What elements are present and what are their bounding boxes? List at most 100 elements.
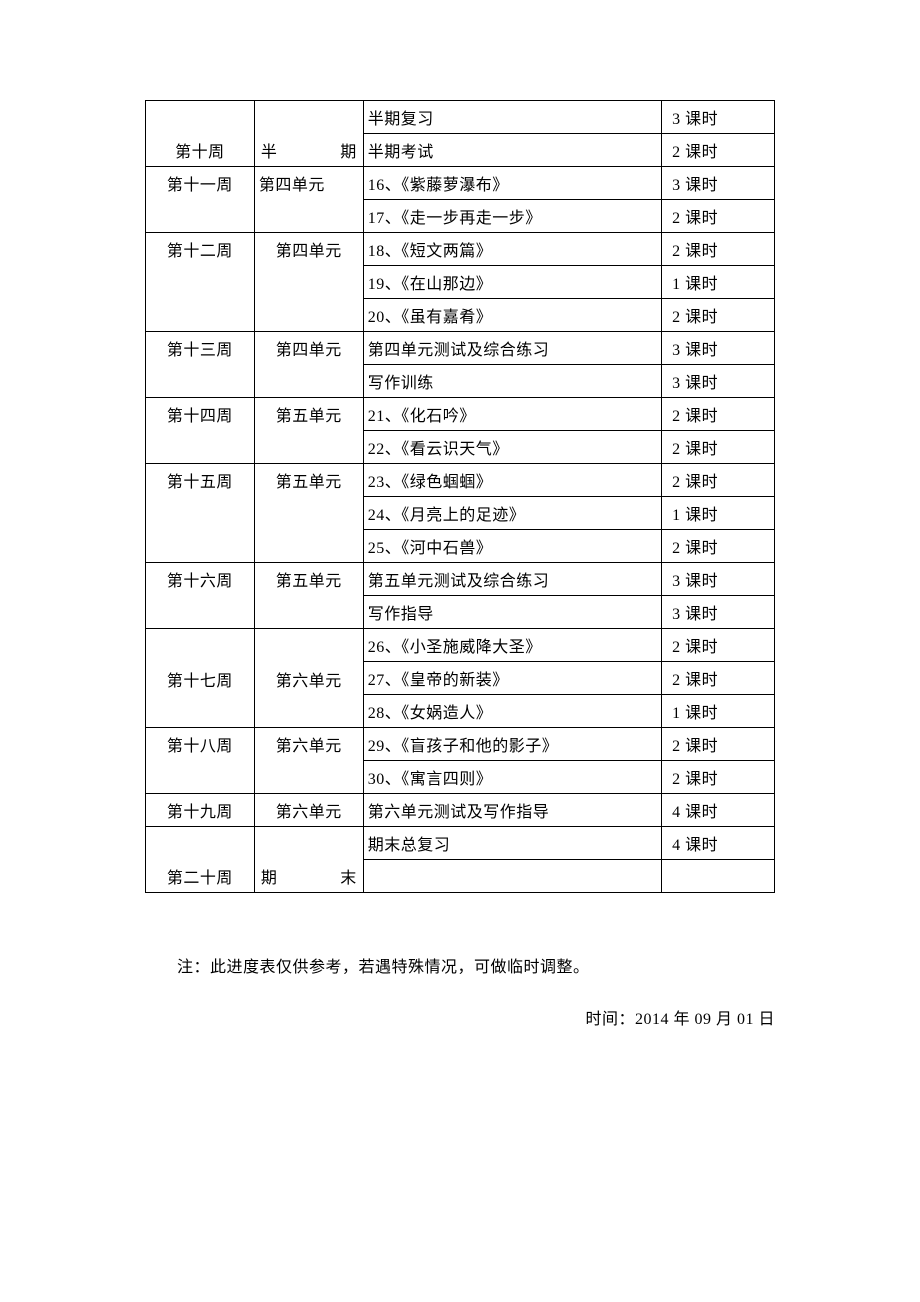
- week-cell: 第十三周: [146, 332, 255, 398]
- content-cell: 半期考试: [363, 134, 661, 167]
- week-cell: 第十周: [146, 134, 255, 167]
- hours-text: 2 课时: [672, 672, 718, 689]
- hours-cell: 2 课时: [662, 200, 775, 233]
- table-row: 第二十周 期 末: [146, 860, 775, 893]
- table-row: 第十九周第六单元第六单元测试及写作指导 4 课时: [146, 794, 775, 827]
- hours-text: 1 课时: [672, 276, 718, 293]
- week-text: 第十六周: [167, 573, 233, 590]
- week-cell: 第十九周: [146, 794, 255, 827]
- hours-text: 3 课时: [672, 606, 718, 623]
- unit-text: 第五单元: [276, 474, 342, 491]
- content-cell: 期末总复习: [363, 827, 661, 860]
- week-cell: 第十五周: [146, 464, 255, 563]
- hours-text: 3 课时: [672, 342, 718, 359]
- hours-cell: 2 课时: [662, 134, 775, 167]
- content-text: 19、《在山那边》: [368, 276, 493, 293]
- unit-cell: 第六单元: [254, 728, 363, 794]
- content-cell: 写作指导: [363, 596, 661, 629]
- content-text: 24、《月亮上的足迹》: [368, 507, 526, 524]
- hours-text: 2 课时: [672, 210, 718, 227]
- hours-cell: 3 课时: [662, 332, 775, 365]
- table-row: 第十一周第四单元16、《紫藤萝瀑布》3 课时: [146, 167, 775, 200]
- hours-cell: 3 课时: [662, 596, 775, 629]
- content-cell: 30、《寓言四则》: [363, 761, 661, 794]
- content-text: 写作训练: [368, 375, 434, 392]
- week-text: 第十三周: [167, 342, 233, 359]
- table-row: 第十二周第四单元18、《短文两篇》2 课时: [146, 233, 775, 266]
- unit-text: 第四单元: [276, 243, 342, 260]
- table-row: 第十三周第四单元第四单元测试及综合练习3 课时: [146, 332, 775, 365]
- hours-text: 2 课时: [672, 540, 718, 557]
- unit-cell: 半 期: [254, 134, 363, 167]
- content-cell: 23、《绿色蝈蝈》: [363, 464, 661, 497]
- hours-cell: 2 课时: [662, 662, 775, 695]
- week-cell: [146, 695, 255, 728]
- unit-cell: 第四单元: [254, 332, 363, 398]
- table-row: 第十四周 第五单元 21、《化石吟》 2 课时: [146, 398, 775, 431]
- unit-cell: [254, 827, 363, 860]
- hours-cell: 2 课时: [662, 728, 775, 761]
- hours-text: 2 课时: [672, 738, 718, 755]
- content-cell: 19、《在山那边》: [363, 266, 661, 299]
- unit-cell: 第六单元: [254, 662, 363, 695]
- content-text: 写作指导: [368, 606, 434, 623]
- hours-cell: 3 课时: [662, 101, 775, 134]
- content-text: 30、《寓言四则》: [368, 771, 493, 788]
- hours-cell: 2 课时: [662, 233, 775, 266]
- content-cell: 16、《紫藤萝瀑布》: [363, 167, 661, 200]
- content-cell: 22、《看云识天气》: [363, 431, 661, 464]
- unit-text: 期 末: [261, 870, 357, 887]
- hours-cell: [662, 860, 775, 893]
- table-row: 第十七周第六单元27、《皇帝的新装》2 课时: [146, 662, 775, 695]
- week-text: 第十八周: [167, 738, 233, 755]
- content-text: 第五单元测试及综合练习: [368, 573, 550, 590]
- footnote: 注：此进度表仅供参考，若遇特殊情况，可做临时调整。: [145, 953, 775, 977]
- unit-cell: 第五单元: [254, 464, 363, 563]
- week-text: 第二十周: [167, 870, 233, 887]
- content-text: 25、《河中石兽》: [368, 540, 493, 557]
- hours-text: 1 课时: [672, 507, 718, 524]
- week-cell: [146, 629, 255, 662]
- content-cell: 第六单元测试及写作指导: [363, 794, 661, 827]
- hours-text: 1 课时: [672, 705, 718, 722]
- hours-cell: 3 课时: [662, 365, 775, 398]
- hours-cell: 4 课时: [662, 827, 775, 860]
- hours-cell: 1 课时: [662, 497, 775, 530]
- hours-text: 3 课时: [672, 177, 718, 194]
- unit-text: 第五单元: [276, 408, 342, 425]
- week-text: 第十一周: [167, 177, 233, 194]
- unit-cell: 第六单元: [254, 794, 363, 827]
- hours-text: 2 课时: [672, 144, 718, 161]
- table-row: 第十八周 第六单元 29、《盲孩子和他的影子》 2 课时: [146, 728, 775, 761]
- content-text: 17、《走一步再走一步》: [368, 210, 542, 227]
- week-cell: 第二十周: [146, 860, 255, 893]
- unit-text: 第六单元: [276, 738, 342, 755]
- hours-cell: 1 课时: [662, 695, 775, 728]
- week-cell: [146, 101, 255, 134]
- hours-text: 3 课时: [672, 573, 718, 590]
- hours-text: 4 课时: [672, 804, 718, 821]
- content-cell: 25、《河中石兽》: [363, 530, 661, 563]
- content-text: 26、《小圣施威降大圣》: [368, 639, 542, 656]
- content-cell: 21、《化石吟》: [363, 398, 661, 431]
- content-cell: 29、《盲孩子和他的影子》: [363, 728, 661, 761]
- unit-cell: [254, 695, 363, 728]
- table-row: 期末总复习4 课时: [146, 827, 775, 860]
- hours-text: 2 课时: [672, 243, 718, 260]
- table-body: 半期复习3 课时第十周半 期半期考试2 课时第十一周第四单元16、《紫藤萝瀑布》…: [146, 101, 775, 893]
- hours-text: 2 课时: [672, 408, 718, 425]
- unit-text: 第五单元: [276, 573, 342, 590]
- hours-cell: 2 课时: [662, 299, 775, 332]
- week-text: 第十二周: [167, 243, 233, 260]
- table-row: 第十周半 期半期考试 2 课时: [146, 134, 775, 167]
- week-cell: 第十八周: [146, 728, 255, 794]
- week-text: 第十七周: [167, 673, 233, 690]
- week-cell: 第十四周: [146, 398, 255, 464]
- content-text: 第六单元测试及写作指导: [368, 804, 550, 821]
- hours-cell: 2 课时: [662, 431, 775, 464]
- content-text: 20、《虽有嘉肴》: [368, 309, 493, 326]
- hours-cell: 3 课时: [662, 563, 775, 596]
- content-cell: 28、《女娲造人》: [363, 695, 661, 728]
- table-row: 第十六周 第五单元 第五单元测试及综合练习 3 课时: [146, 563, 775, 596]
- week-text: 第十四周: [167, 408, 233, 425]
